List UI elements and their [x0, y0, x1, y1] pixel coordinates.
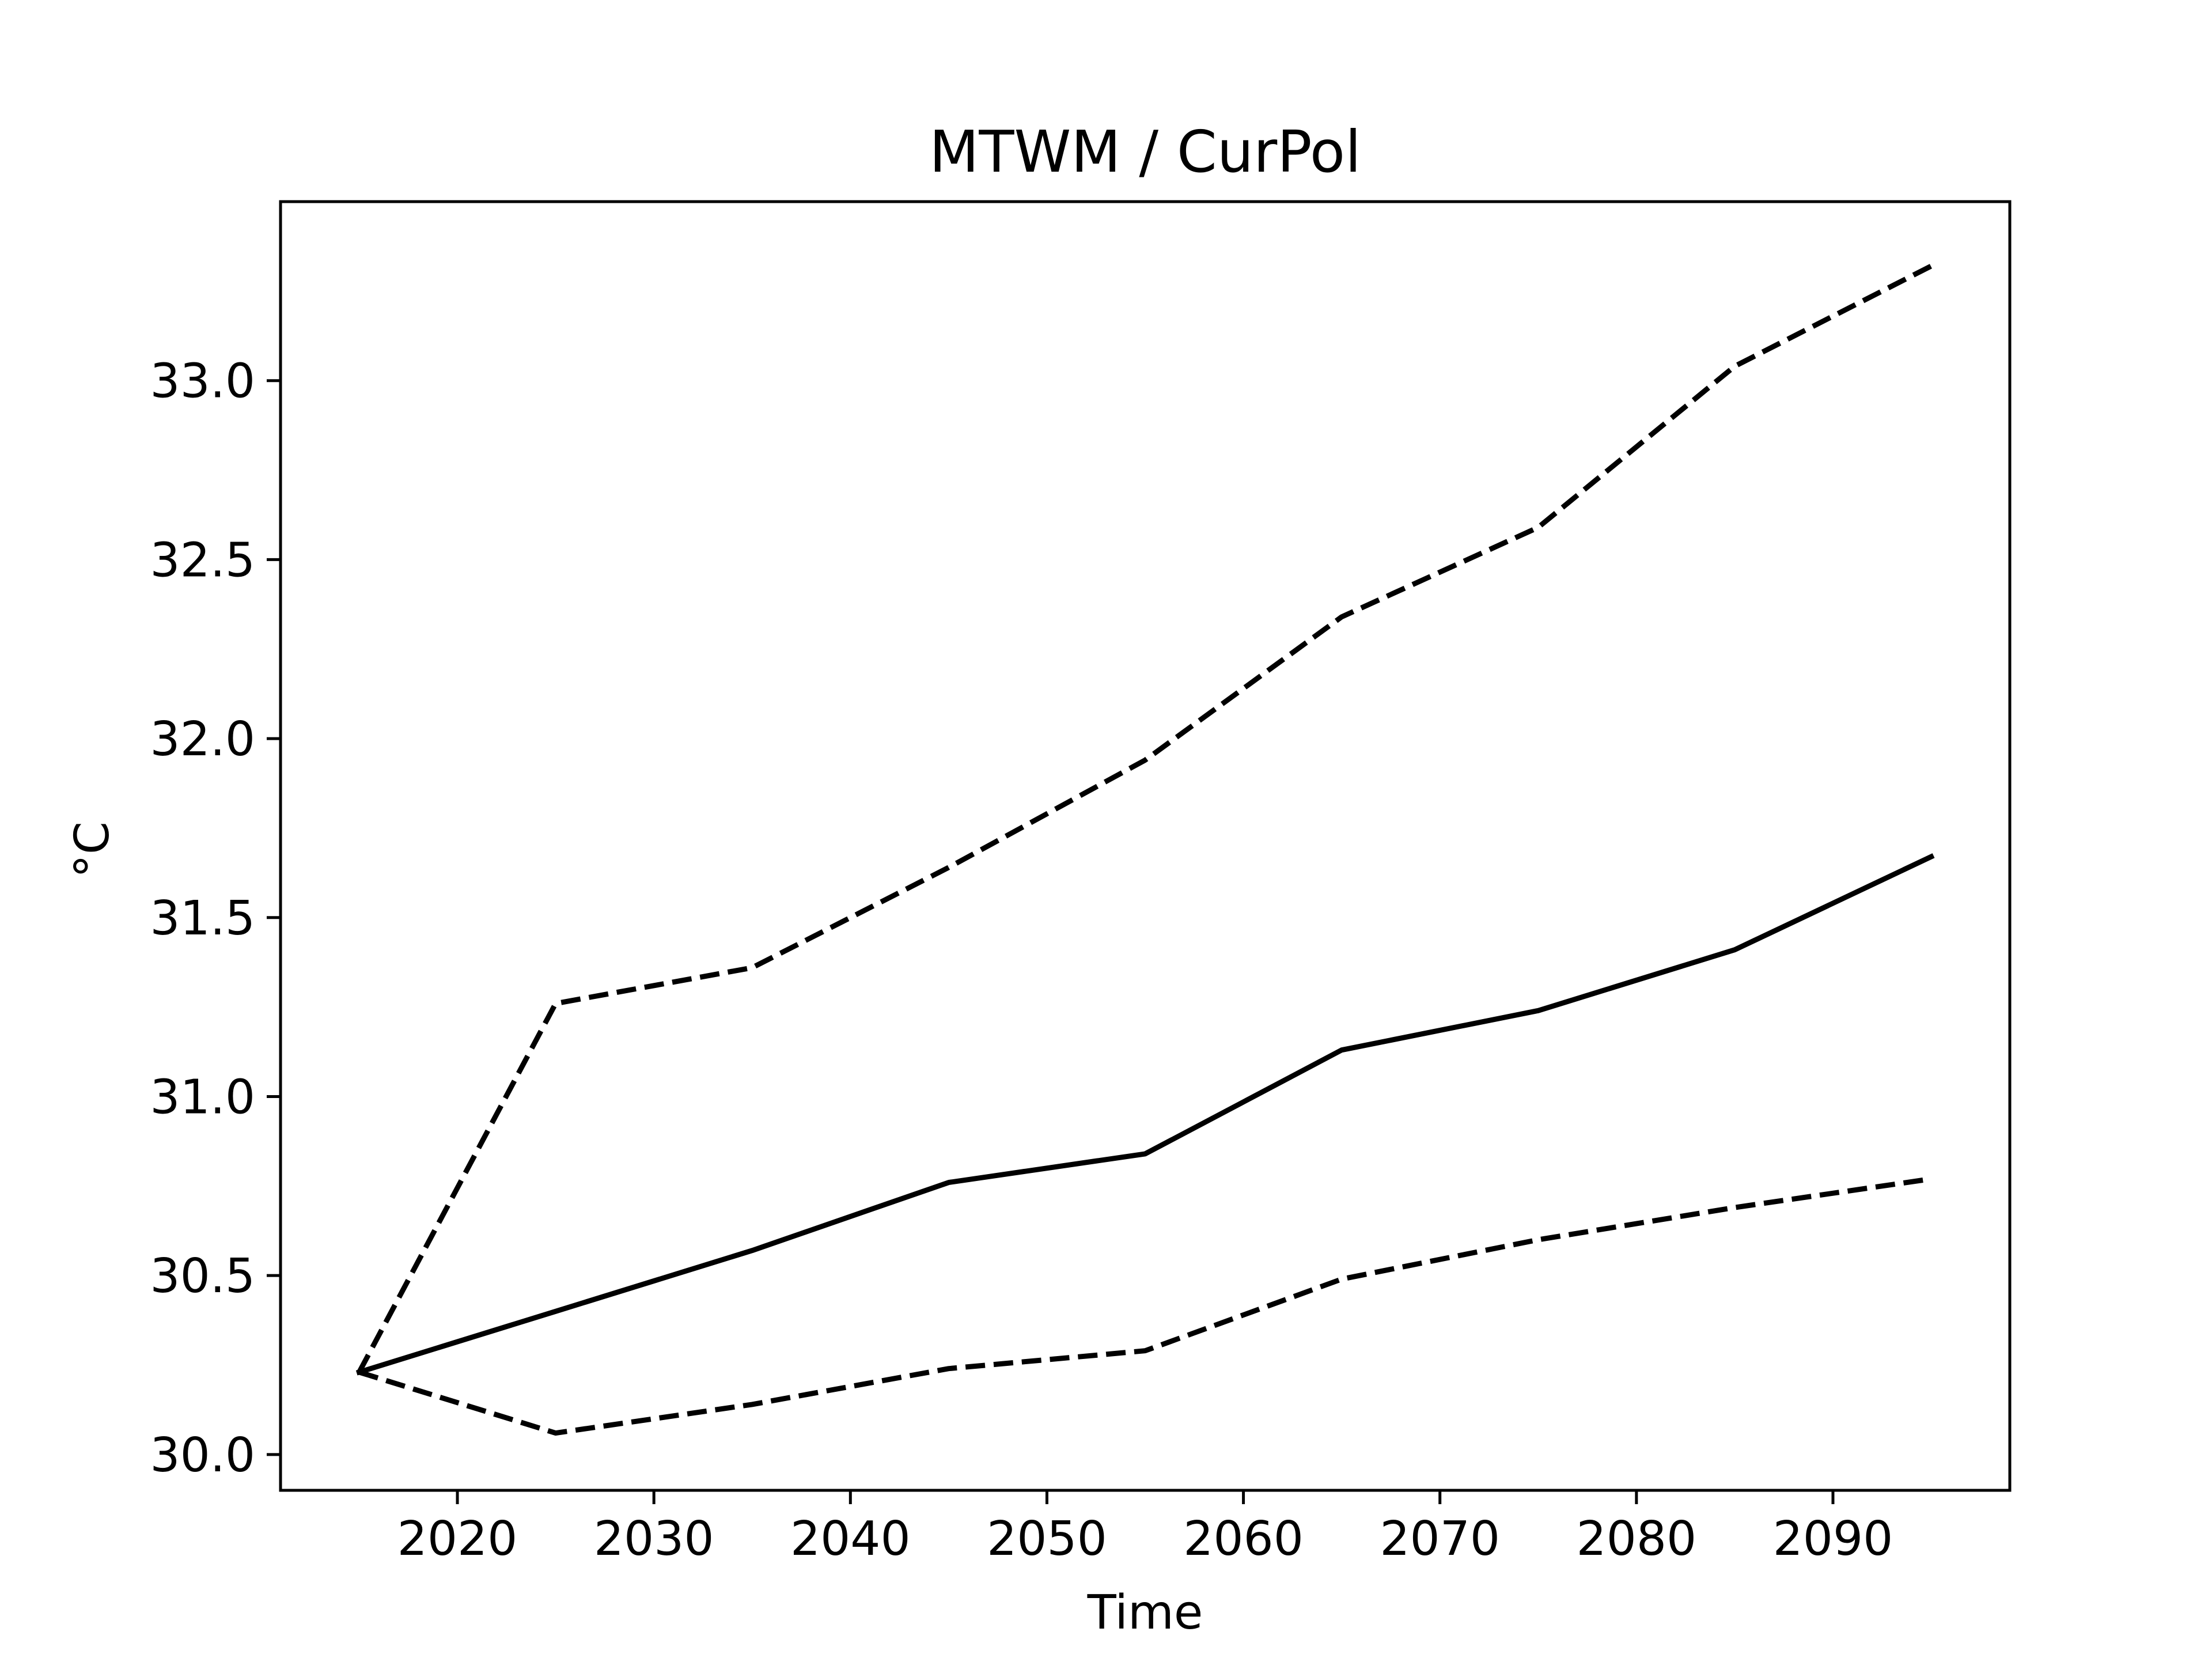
- y-tick-label: 30.0: [150, 1428, 255, 1483]
- plot-area: 2020 2030 2040 2050 2060 2070 2080 2090 30.0 30.5…: [150, 263, 1935, 1566]
- chart-title: MTWM / CurPol: [929, 118, 1361, 185]
- x-tick-label: 2040: [790, 1512, 911, 1566]
- y-tick-label: 33.0: [150, 354, 255, 409]
- y-tick-label: 30.5: [150, 1249, 255, 1304]
- x-tick-label: 2090: [1773, 1512, 1893, 1566]
- x-tick-label: 2020: [397, 1512, 518, 1566]
- series-line-upper-dashed: [357, 263, 1933, 1374]
- series-line-lower-dashed: [358, 1176, 1932, 1436]
- y-tick-label: 31.5: [150, 891, 255, 946]
- x-tick-label: 2050: [987, 1512, 1107, 1566]
- x-tick-label: 2060: [1183, 1512, 1304, 1566]
- series-line-central: [355, 853, 1935, 1376]
- y-tick-label: 31.0: [150, 1070, 255, 1125]
- x-tick-label: 2030: [594, 1512, 714, 1566]
- y-tick-label: 32.5: [150, 533, 255, 588]
- x-tick-label: 2070: [1380, 1512, 1500, 1566]
- y-axis-label: °C: [65, 821, 120, 878]
- x-tick-label: 2080: [1576, 1512, 1696, 1566]
- x-axis-label: Time: [1087, 1585, 1203, 1640]
- plot-frame: [279, 200, 2012, 1492]
- y-tick-label: 32.0: [150, 712, 255, 767]
